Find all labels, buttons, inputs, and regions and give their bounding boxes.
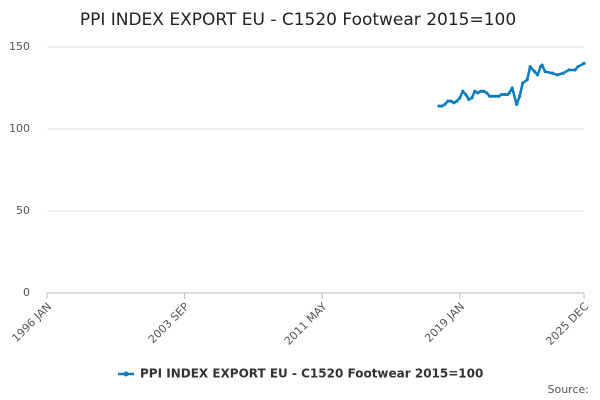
legend-label: PPI INDEX EXPORT EU - C1520 Footwear 201… xyxy=(140,367,483,381)
point xyxy=(467,97,471,102)
point xyxy=(518,94,522,98)
legend-marker xyxy=(123,371,129,377)
point xyxy=(464,92,468,97)
x-tick-label: 2025 DEC xyxy=(543,300,591,348)
y-tick-label: 100 xyxy=(9,122,30,135)
x-tick-label: 2011 MAY xyxy=(282,300,330,348)
point xyxy=(437,104,441,108)
point xyxy=(476,91,480,95)
point xyxy=(540,63,544,67)
y-tick-label: 0 xyxy=(23,286,30,299)
point xyxy=(440,104,444,108)
point xyxy=(482,89,486,93)
point xyxy=(573,68,577,72)
chart-title: PPI INDEX EXPORT EU - C1520 Footwear 201… xyxy=(80,10,516,30)
x-tick-label: 2019 JAN xyxy=(422,300,467,345)
point xyxy=(473,89,477,93)
point xyxy=(452,101,456,105)
point xyxy=(515,102,519,106)
y-tick-label: 50 xyxy=(16,204,30,217)
point xyxy=(528,65,532,69)
source-label: Source: xyxy=(548,383,590,396)
line-series xyxy=(438,62,585,108)
point xyxy=(503,92,507,97)
point xyxy=(461,89,465,93)
point xyxy=(543,70,547,74)
point xyxy=(458,96,462,100)
point xyxy=(494,94,498,98)
point xyxy=(455,99,459,103)
point xyxy=(561,71,565,75)
point xyxy=(582,61,586,65)
point xyxy=(510,86,514,90)
point xyxy=(488,94,492,98)
point xyxy=(470,96,474,100)
point xyxy=(446,99,450,103)
point xyxy=(533,70,537,74)
y-tick-label: 150 xyxy=(9,40,30,53)
point xyxy=(500,92,504,97)
point xyxy=(491,94,495,98)
point xyxy=(449,99,453,103)
point xyxy=(479,89,483,93)
point xyxy=(555,73,559,77)
point xyxy=(497,94,501,98)
point xyxy=(525,78,529,82)
point xyxy=(521,81,525,85)
x-tick-label: 1996 JAN xyxy=(9,300,54,345)
x-tick-label: 2003 SEP xyxy=(146,300,192,346)
point xyxy=(576,65,580,69)
point xyxy=(550,71,555,75)
point xyxy=(485,91,489,95)
point xyxy=(507,91,511,95)
point xyxy=(443,102,447,106)
point xyxy=(536,73,540,77)
point xyxy=(567,68,571,72)
